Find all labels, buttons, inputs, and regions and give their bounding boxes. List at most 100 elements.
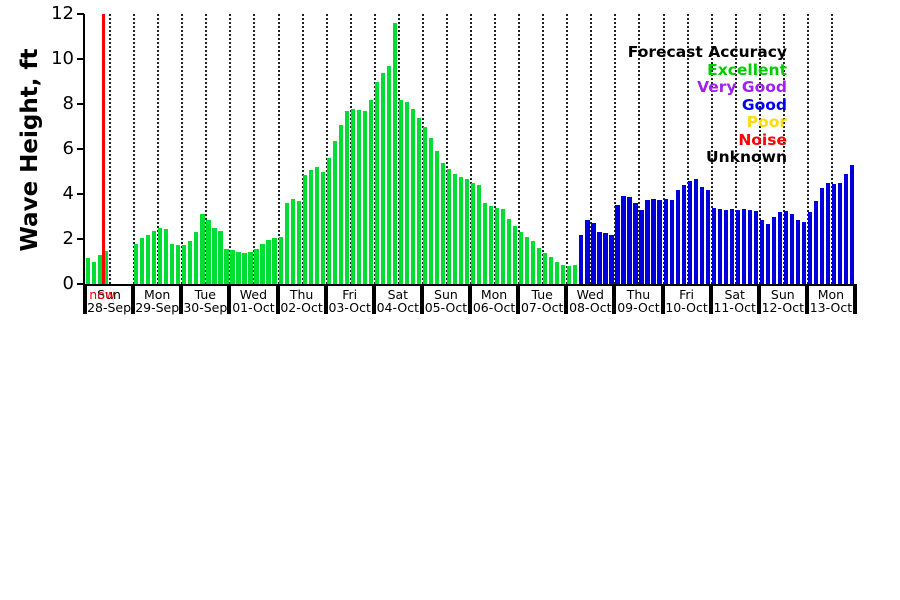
wave-height-bar [254, 249, 259, 284]
wave-height-bar [837, 182, 843, 284]
y-tick-mark [77, 148, 84, 150]
gridline [662, 14, 665, 284]
day-boundary-tick [804, 284, 809, 314]
wave-height-bar [146, 234, 151, 284]
day-boundary-tick [419, 284, 424, 314]
y-tick-label: 8 [62, 93, 74, 114]
wave-height-forecast-chart: Wave Height, ft 0 2 4 6 8 10 12 Forecast Accur… [17, 3, 857, 315]
gridline [325, 14, 328, 284]
gridline [518, 14, 521, 284]
day-name-label: Mon [480, 287, 508, 302]
wave-height-bar [681, 185, 686, 284]
day-boundary-tick [83, 284, 87, 314]
wave-height-bar [789, 214, 795, 284]
date-label: 30-Sep [183, 300, 228, 315]
wave-height-bar [152, 231, 157, 284]
gridline [133, 14, 136, 284]
day-boundary-tick [756, 284, 761, 314]
gridline [614, 14, 617, 284]
wave-height-bar [651, 198, 656, 284]
date-label: 28-Sep [87, 300, 132, 315]
wave-height-bar [483, 203, 488, 284]
gridline [181, 14, 184, 284]
wave-height-bar [434, 151, 440, 284]
y-tick-label: 4 [62, 183, 74, 204]
wave-height-bar [543, 252, 548, 284]
y-tick-mark [77, 103, 84, 105]
gridline [494, 14, 497, 284]
day-boundary-tick [131, 284, 136, 314]
day-name-label: Mon [144, 287, 171, 302]
wave-height-bar [813, 200, 819, 284]
gridline [445, 14, 448, 284]
day-boundary-tick [468, 284, 472, 314]
wave-height-bar [477, 185, 482, 284]
date-label: 09-Oct [617, 300, 660, 315]
wave-height-bar [248, 252, 253, 284]
wave-height-bar [801, 222, 807, 284]
legend-item-unknown: Unknown [706, 148, 787, 166]
day-name-label: Sun [97, 287, 121, 302]
wave-height-bar [501, 208, 506, 284]
wave-height-bar [332, 141, 337, 284]
day-boundary-tick [660, 284, 665, 314]
wave-height-bar [759, 219, 764, 284]
y-axis-line [83, 14, 85, 286]
wave-height-bar [825, 182, 831, 284]
wave-height-bar [278, 236, 283, 284]
wave-height-bar [579, 234, 584, 284]
day-boundary-tick [564, 284, 569, 314]
wave-height-bar [380, 72, 385, 284]
wave-height-bar [428, 137, 434, 284]
wave-height-bar [404, 101, 410, 284]
wave-height-bar [627, 197, 632, 284]
date-label: 08-Oct [569, 300, 612, 315]
legend-item-excellent: Excellent [707, 60, 787, 79]
gridline [638, 14, 641, 284]
day-name-label: Fri [679, 287, 695, 302]
day-boundary-tick [323, 284, 328, 314]
y-tick-label: 6 [62, 138, 74, 159]
wave-height-bar [374, 81, 379, 284]
wave-height-bar [687, 180, 692, 284]
gridline [566, 14, 569, 284]
wave-height-bar [464, 179, 470, 284]
wave-height-bar [849, 164, 855, 284]
day-name-label: Sun [434, 287, 458, 302]
gridline [157, 14, 160, 284]
date-label: 06-Oct [472, 300, 516, 315]
wave-height-bar [777, 212, 782, 284]
wave-height-bar [645, 199, 650, 284]
day-name-label: Wed [239, 287, 268, 302]
wave-height-bar [164, 228, 169, 284]
gridline [229, 14, 232, 284]
wave-height-bar [350, 108, 355, 284]
y-tick-label: 10 [51, 48, 74, 69]
wave-height-bar [416, 117, 422, 284]
y-tick-label: 0 [62, 273, 74, 294]
date-label: 12-Oct [761, 300, 804, 315]
wave-height-bar [675, 189, 680, 284]
wave-height-bar [320, 171, 325, 284]
wave-height-bar [669, 199, 674, 284]
wave-height-bar [603, 233, 608, 284]
wave-height-bar [176, 244, 181, 284]
wave-height-bar [723, 209, 728, 284]
date-label: 29-Sep [135, 300, 180, 315]
wave-height-bar [314, 167, 319, 284]
legend-title: Forecast Accuracy [627, 43, 787, 61]
wave-height-bar [452, 173, 458, 284]
wave-height-bar [92, 261, 97, 284]
wave-height-bar [446, 169, 452, 284]
wave-height-bar [693, 179, 698, 284]
legend-item-noise: Noise [738, 130, 787, 149]
wave-height-bar [212, 227, 217, 284]
gridline [782, 14, 785, 284]
legend-item-poor: Poor [746, 113, 787, 131]
wave-height-bar [741, 208, 746, 284]
wave-height-bar [807, 212, 813, 284]
day-name-label: Sat [724, 287, 745, 302]
gridline [253, 14, 256, 284]
wave-height-bar [585, 219, 590, 284]
date-label: 01-Oct [232, 300, 275, 315]
